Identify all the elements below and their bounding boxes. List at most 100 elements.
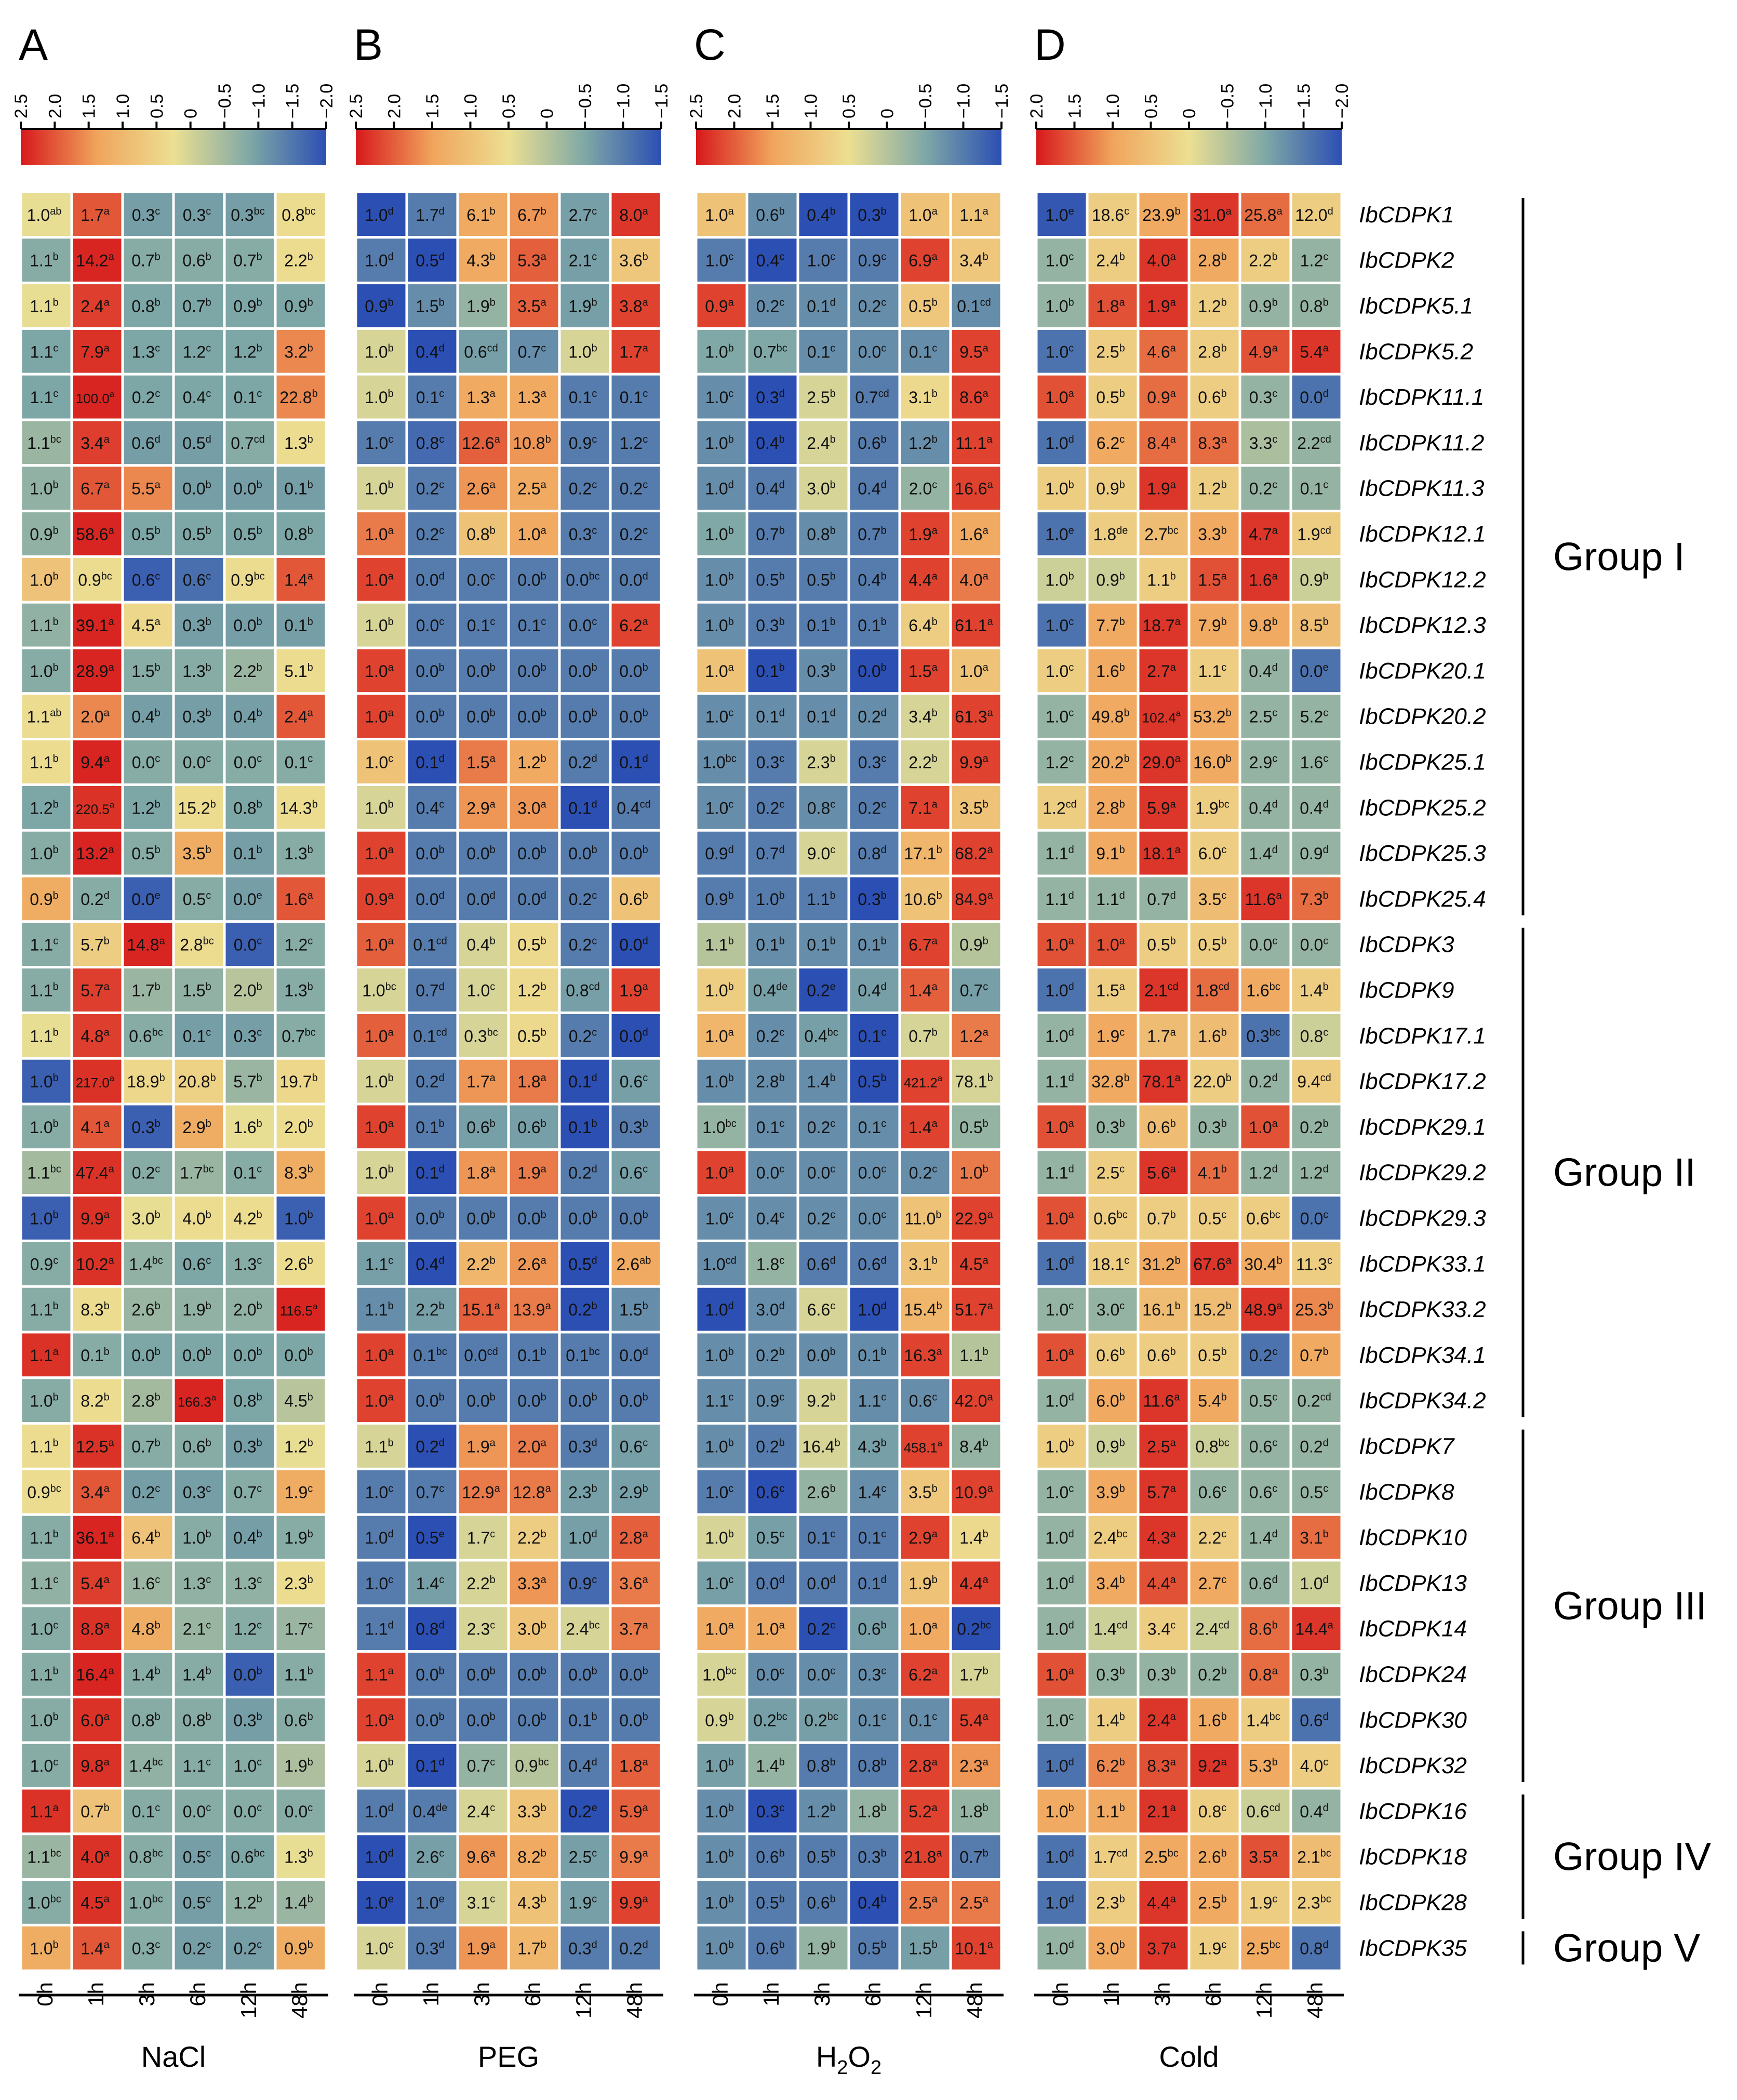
heatmap-cell <box>223 1239 277 1288</box>
significance-letter: b <box>1221 1666 1227 1677</box>
scale-tick-label: −1.5 <box>283 84 303 118</box>
heatmap-cell <box>70 966 124 1014</box>
significance-letter: d <box>439 1255 445 1266</box>
significance-letter: a <box>932 1118 938 1129</box>
significance-letter: b <box>983 1164 988 1175</box>
significance-letter: a <box>983 1894 989 1905</box>
heatmap-cell <box>121 1695 175 1744</box>
significance-letter: b <box>830 480 836 491</box>
significance-letter: b <box>1226 708 1232 719</box>
gene-label: IbCDPK25.4 <box>1359 886 1486 912</box>
cell-value: 102.4a <box>1142 709 1181 726</box>
significance-letter: a <box>938 1073 943 1083</box>
significance-letter: b <box>936 1210 941 1221</box>
significance-letter: b <box>728 1894 734 1905</box>
significance-letter: a <box>388 844 394 856</box>
significance-letter: a <box>1170 480 1177 491</box>
significance-letter: b <box>1221 1118 1227 1129</box>
heatmap-cell <box>609 373 663 421</box>
significance-letter: b <box>932 1574 938 1586</box>
significance-letter: a <box>53 1346 59 1358</box>
significance-letter: b <box>490 1574 496 1586</box>
significance-letter: cd <box>1117 1620 1128 1631</box>
significance-letter: c <box>1221 662 1226 673</box>
significance-letter: a <box>728 1620 734 1631</box>
significance-letter: b <box>643 1666 648 1677</box>
significance-letter: a <box>1226 206 1232 217</box>
significance-letter: b <box>257 708 262 719</box>
significance-letter: bc <box>50 1848 61 1859</box>
significance-letter: c <box>439 1848 444 1859</box>
heatmap-cell <box>507 190 561 239</box>
significance-letter: b <box>983 799 988 810</box>
significance-letter: c <box>592 936 597 947</box>
significance-letter: b <box>490 936 496 947</box>
significance-letter: c <box>1323 936 1328 947</box>
significance-letter: b <box>728 1438 734 1449</box>
group-label: Group II <box>1553 1151 1696 1195</box>
significance-letter: b <box>155 799 161 810</box>
significance-letter: b <box>155 1210 161 1221</box>
significance-letter: b <box>308 844 313 856</box>
significance-letter: bc <box>1117 1210 1128 1221</box>
group-label: Group IV <box>1553 1835 1711 1879</box>
significance-letter: c <box>643 434 648 445</box>
cell-value: 0.6b <box>182 1438 211 1456</box>
significance-letter: b <box>1119 616 1125 628</box>
significance-letter: a <box>104 297 110 309</box>
significance-letter: a <box>104 480 110 491</box>
gene-label: IbCDPK29.3 <box>1359 1206 1486 1231</box>
significance-letter: cd <box>1219 981 1230 993</box>
heatmap-cell <box>274 327 328 376</box>
heatmap-cell <box>19 601 73 649</box>
significance-letter: b <box>983 1118 988 1129</box>
significance-letter: b <box>1323 297 1329 309</box>
heatmap-cell <box>223 646 277 695</box>
significance-letter: c <box>257 1757 262 1768</box>
heatmap-cell <box>70 236 124 285</box>
significance-letter: b <box>104 1300 110 1312</box>
significance-letter: a <box>643 1757 649 1768</box>
significance-letter: c <box>592 480 597 491</box>
heatmap-cell <box>507 464 561 513</box>
cell-value: 0.5c <box>183 1848 211 1867</box>
significance-letter: d <box>592 1939 597 1950</box>
significance-letter: a <box>1175 753 1181 765</box>
significance-letter: a <box>986 434 993 445</box>
significance-letter: c <box>830 1666 835 1677</box>
significance-letter: a <box>1068 388 1075 400</box>
significance-letter: b <box>881 570 887 582</box>
heatmap-cell <box>507 373 561 421</box>
significance-letter: de <box>776 981 787 993</box>
significance-letter: b <box>541 1666 546 1677</box>
significance-letter: b <box>1272 1620 1278 1631</box>
significance-letter: b <box>1119 1574 1125 1586</box>
significance-letter: d <box>830 708 836 719</box>
significance-letter: a <box>109 616 115 628</box>
heatmap-cell <box>19 1239 73 1288</box>
significance-letter: c <box>206 1894 211 1905</box>
significance-letter: a <box>545 1483 552 1494</box>
significance-letter: b <box>1124 1072 1130 1084</box>
significance-letter: a <box>1170 1802 1177 1814</box>
heatmap-cell <box>70 646 124 695</box>
significance-letter: b <box>308 1574 313 1586</box>
significance-letter: a <box>104 342 110 354</box>
significance-letter: b <box>257 1346 262 1358</box>
cell-value: 1.0b <box>30 1118 59 1137</box>
significance-letter: b <box>257 1300 262 1312</box>
significance-letter: c <box>1119 1300 1125 1312</box>
cell-value: 1.0b <box>30 844 59 863</box>
significance-letter: c <box>206 890 211 901</box>
significance-letter: b <box>932 1255 938 1266</box>
significance-letter: d <box>439 1757 445 1768</box>
significance-letter: c <box>779 1529 784 1540</box>
significance-letter: d <box>592 1757 597 1768</box>
significance-letter: d <box>881 1574 887 1586</box>
significance-letter: bc <box>1168 525 1179 537</box>
significance-letter: d <box>388 251 394 263</box>
significance-letter: c <box>1323 251 1328 263</box>
significance-letter: b <box>1221 1711 1227 1722</box>
significance-letter: b <box>541 1848 546 1859</box>
significance-letter: c <box>53 1255 58 1266</box>
